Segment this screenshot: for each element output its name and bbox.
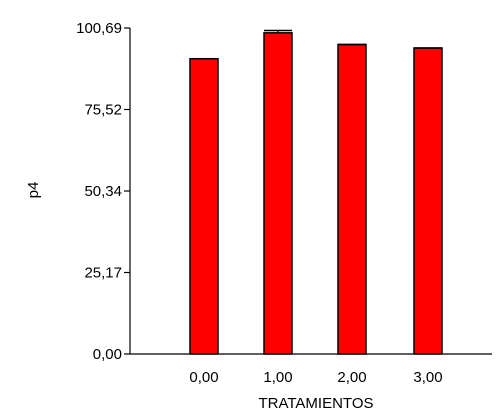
bar <box>337 43 367 355</box>
y-ticks: 0,00 25,17 50,34 75,52 100,69 <box>76 20 130 363</box>
y-tick-label: 100,69 <box>76 20 122 37</box>
bars-layer <box>189 29 443 355</box>
x-axis-title: TRATAMIENTOS <box>258 395 373 412</box>
x-tick-label: 2,00 <box>337 369 366 386</box>
y-tick-label: 50,34 <box>84 183 122 200</box>
y-tick-label: 0,00 <box>93 346 122 363</box>
y-tick-label: 75,52 <box>84 101 122 118</box>
bar <box>189 57 219 355</box>
bar <box>413 47 443 355</box>
y-axis-title: p4 <box>25 182 42 199</box>
y-tick-label: 25,17 <box>84 265 122 282</box>
x-tick-label: 0,00 <box>189 369 218 386</box>
x-tick-label: 3,00 <box>413 369 442 386</box>
x-ticks: 0,00 1,00 2,00 3,00 <box>189 369 442 386</box>
bar <box>263 32 293 355</box>
x-tick-label: 1,00 <box>263 369 292 386</box>
